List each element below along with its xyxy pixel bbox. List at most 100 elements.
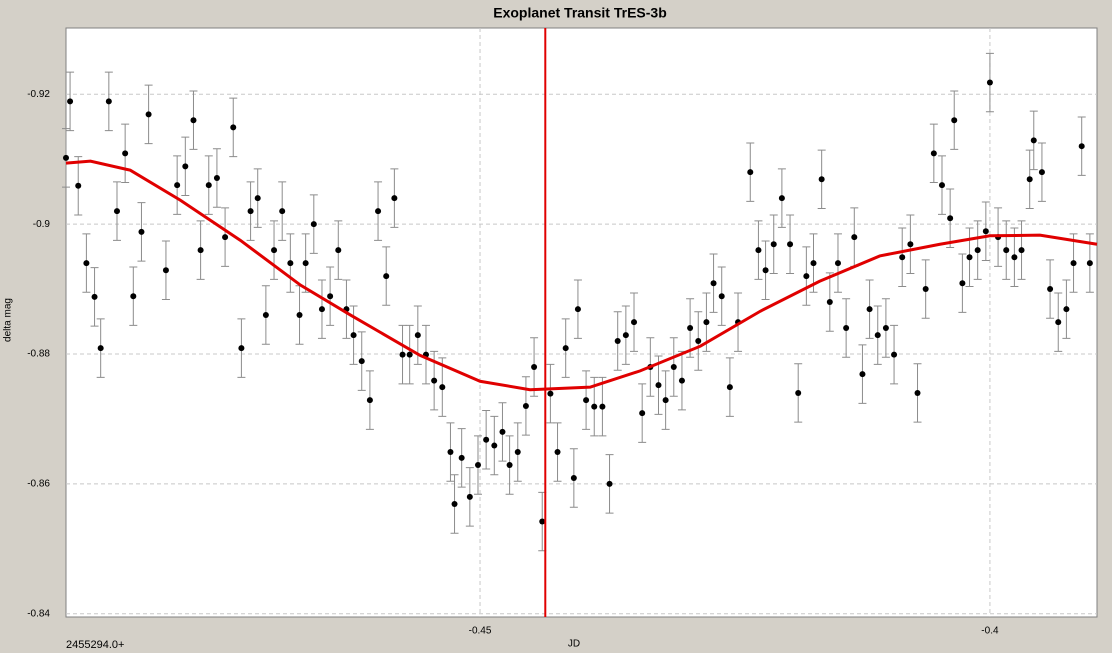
data-point — [447, 449, 454, 456]
data-point — [1070, 260, 1077, 267]
data-point — [810, 260, 817, 267]
data-point — [1038, 169, 1045, 176]
data-point — [762, 267, 769, 274]
data-point — [866, 306, 873, 313]
data-point — [230, 124, 237, 131]
data-point — [375, 208, 382, 215]
data-point — [130, 293, 137, 300]
data-point — [391, 195, 398, 202]
data-point — [451, 501, 458, 508]
data-point — [358, 358, 365, 365]
data-point — [622, 332, 629, 339]
data-point — [947, 215, 954, 222]
data-point — [431, 377, 438, 384]
data-point — [335, 247, 342, 254]
y-tick-label: -0.9 — [33, 219, 51, 230]
data-point — [1011, 254, 1018, 261]
data-point — [67, 98, 74, 105]
y-axis-label: delta mag — [3, 298, 14, 342]
data-point — [406, 351, 413, 358]
data-point — [726, 384, 733, 391]
data-point — [795, 389, 802, 396]
data-point — [539, 518, 546, 525]
data-point — [105, 98, 112, 105]
data-point — [162, 267, 169, 274]
x-tick-label: -0.45 — [469, 626, 492, 637]
data-point — [747, 169, 754, 176]
data-point — [695, 338, 702, 345]
data-point — [279, 208, 286, 215]
data-point — [182, 163, 189, 170]
data-point — [986, 79, 993, 86]
data-point — [213, 175, 220, 182]
data-point — [1063, 306, 1070, 313]
data-point — [63, 154, 69, 161]
data-point — [522, 402, 529, 409]
data-point — [318, 306, 325, 313]
fit-line — [65, 159, 1098, 392]
data-point — [506, 462, 513, 469]
data-point — [818, 176, 825, 183]
y-tick-label: -0.92 — [27, 89, 50, 100]
data-point — [554, 449, 561, 456]
data-point — [547, 390, 554, 397]
x-axis-label: JD — [568, 639, 580, 650]
data-point — [205, 182, 212, 189]
data-point — [296, 312, 303, 319]
data-point — [787, 241, 794, 248]
data-point — [778, 195, 785, 202]
data-point — [222, 234, 229, 241]
data-point — [562, 345, 569, 352]
data-point — [662, 397, 669, 404]
data-point — [1086, 260, 1093, 267]
data-point — [302, 260, 309, 267]
x-tick-label: -0.4 — [981, 626, 999, 637]
data-point — [570, 475, 577, 482]
data-point — [1030, 137, 1037, 144]
data-point — [882, 325, 889, 332]
data-point — [710, 280, 717, 287]
data-point — [1026, 176, 1033, 183]
data-point — [190, 117, 197, 124]
data-point — [1055, 319, 1062, 326]
data-point — [174, 182, 181, 189]
data-point — [310, 221, 317, 228]
data-point — [138, 228, 145, 235]
data-point — [606, 480, 613, 487]
data-point — [859, 371, 866, 378]
data-point — [678, 377, 685, 384]
data-point — [770, 241, 777, 248]
data-point — [383, 273, 390, 280]
data-point — [113, 208, 120, 215]
data-point — [439, 384, 446, 391]
data-point — [930, 150, 937, 157]
data-point — [97, 345, 104, 352]
data-point — [350, 332, 357, 339]
data-point — [327, 293, 334, 300]
data-point — [583, 397, 590, 404]
data-point — [414, 332, 421, 339]
data-point — [238, 345, 245, 352]
data-point — [718, 293, 725, 300]
data-point — [83, 260, 90, 267]
data-point — [899, 254, 906, 261]
data-point — [959, 280, 966, 287]
data-point — [197, 247, 204, 254]
data-point — [687, 325, 694, 332]
data-point — [951, 117, 958, 124]
data-point — [254, 195, 261, 202]
data-point — [287, 260, 294, 267]
data-point — [703, 319, 710, 326]
plot-area — [65, 27, 1098, 618]
data-point — [399, 351, 406, 358]
data-point — [499, 428, 506, 435]
data-point — [1078, 143, 1085, 150]
data-point — [974, 247, 981, 254]
data-point — [670, 363, 677, 370]
data-point — [938, 182, 945, 189]
data-point — [145, 111, 152, 118]
data-point — [91, 293, 98, 300]
chart-title: Exoplanet Transit TrES-3b — [493, 5, 667, 21]
